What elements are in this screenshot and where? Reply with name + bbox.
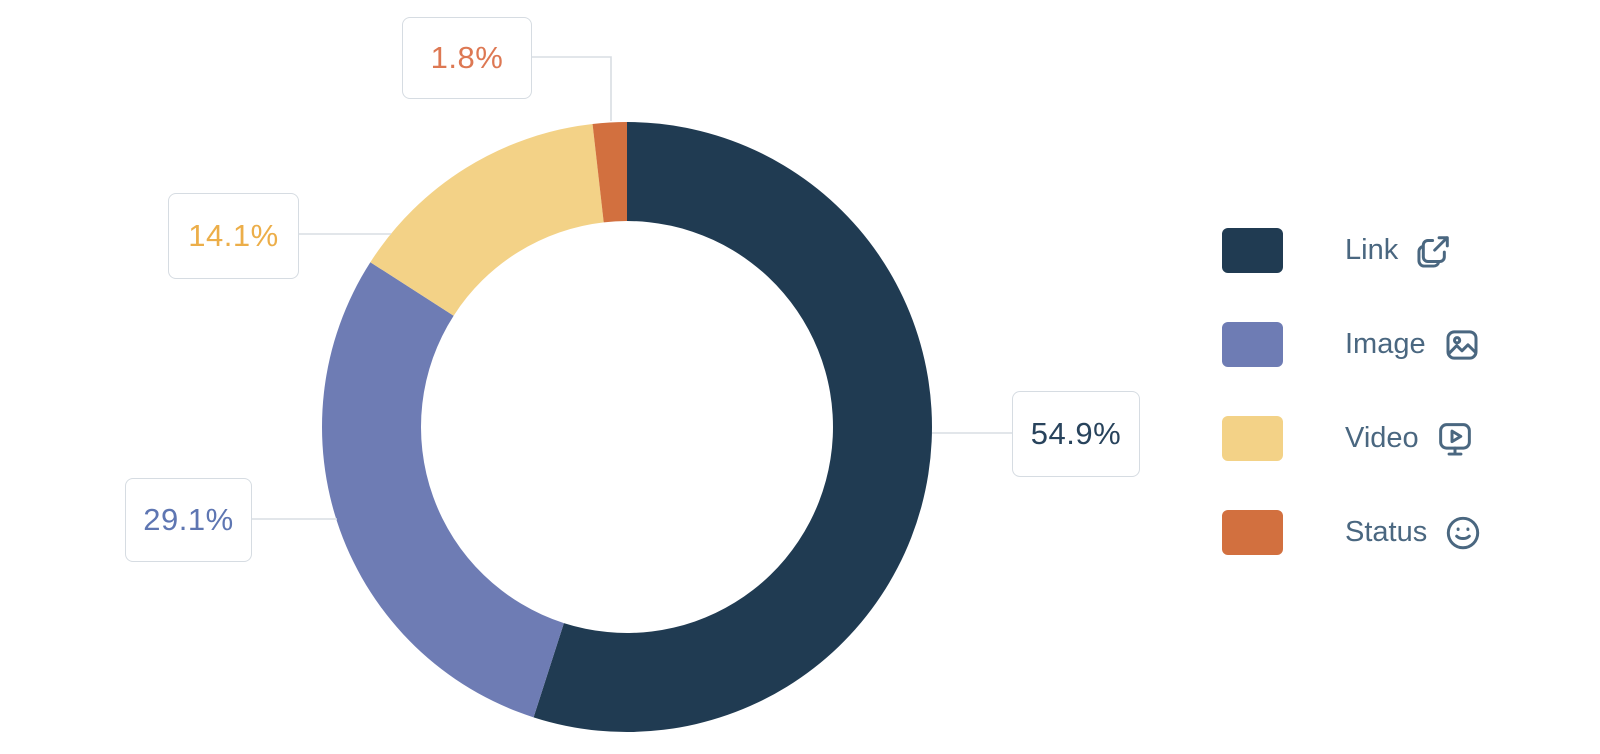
chart-legend: Link Image bbox=[1222, 228, 1484, 604]
legend-label-link: Link bbox=[1345, 234, 1399, 266]
callout-link-percent-text: 54.9% bbox=[1030, 416, 1122, 451]
legend-label-status: Status bbox=[1345, 516, 1428, 548]
legend-item-status[interactable]: Status bbox=[1222, 510, 1484, 555]
callout-video-percent-text: 14.1% bbox=[188, 218, 279, 253]
donut-segment-video[interactable] bbox=[370, 123, 604, 316]
callout-link-percent: 54.9% bbox=[1012, 391, 1140, 477]
donut-segments bbox=[321, 122, 932, 732]
callout-image-percent: 29.1% bbox=[125, 478, 252, 562]
callout-status-percent: 1.8% bbox=[402, 17, 532, 99]
callout-status-percent-text: 1.8% bbox=[430, 40, 504, 75]
leader-line-status bbox=[530, 56, 612, 121]
donut-segment-status[interactable] bbox=[592, 122, 627, 223]
legend-swatch-image bbox=[1222, 322, 1283, 367]
smiley-icon bbox=[1442, 512, 1484, 554]
donut-segment-image[interactable] bbox=[321, 262, 564, 718]
legend-swatch-link bbox=[1222, 228, 1283, 273]
callout-image-percent-text: 29.1% bbox=[143, 502, 234, 537]
video-icon bbox=[1434, 418, 1476, 460]
legend-swatch-status bbox=[1222, 510, 1283, 555]
external-link-icon bbox=[1413, 230, 1455, 272]
legend-label-video: Video bbox=[1345, 422, 1419, 454]
legend-item-video[interactable]: Video bbox=[1222, 416, 1484, 461]
legend-item-link[interactable]: Link bbox=[1222, 228, 1484, 273]
legend-item-image[interactable]: Image bbox=[1222, 322, 1484, 367]
legend-label-image: Image bbox=[1345, 328, 1426, 360]
legend-swatch-video bbox=[1222, 416, 1283, 461]
donut-segment-link[interactable] bbox=[533, 122, 932, 732]
image-icon bbox=[1441, 324, 1483, 366]
callout-video-percent: 14.1% bbox=[168, 193, 299, 279]
